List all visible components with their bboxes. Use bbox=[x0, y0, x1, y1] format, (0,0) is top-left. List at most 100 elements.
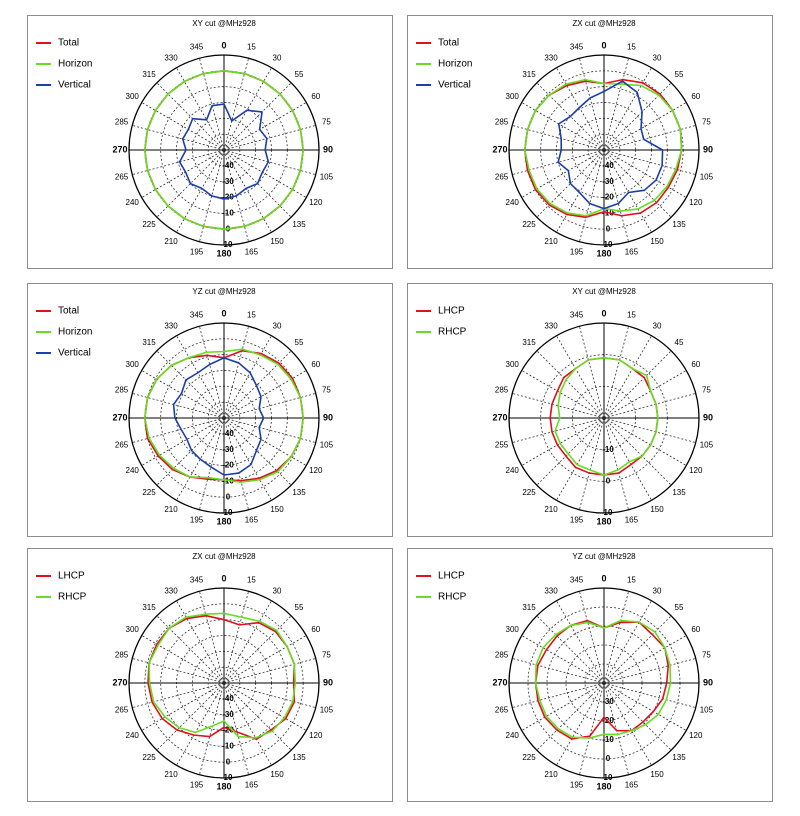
radial-tick-label: -30 bbox=[222, 710, 234, 719]
angle-tick-label: 270 bbox=[112, 412, 127, 422]
grid-spoke bbox=[603, 682, 672, 751]
grid-spoke bbox=[156, 615, 225, 684]
angle-tick-label: 285 bbox=[495, 386, 509, 395]
angle-tick-label: 300 bbox=[506, 625, 520, 634]
radial-tick-label: -20 bbox=[222, 726, 234, 735]
angle-tick-label: 0 bbox=[601, 40, 606, 50]
legend-label: LHCP bbox=[438, 306, 465, 317]
angle-tick-label: 90 bbox=[703, 144, 713, 154]
polar-chart-panel-4: XY cut @MHz928 0 15 30 45 60 75 90 105 120 135 150 1… bbox=[407, 283, 773, 537]
polar-chart-3: YZ cut @MHz928 0 15 30 55 60 75 90 105 120 135 150 1… bbox=[36, 287, 334, 526]
grid-spoke bbox=[603, 417, 652, 501]
angle-tick-label: 165 bbox=[625, 516, 639, 525]
legend-label: Horizon bbox=[58, 327, 92, 338]
polar-chart-panel-1: XY cut @MHz928 0 15 30 55 60 75 90 105 120 135 150 1… bbox=[27, 15, 393, 269]
angle-tick-label: 265 bbox=[115, 173, 129, 182]
grid-spoke bbox=[512, 658, 605, 684]
angle-tick-label: 315 bbox=[142, 70, 156, 79]
angle-tick-label: 120 bbox=[309, 731, 323, 740]
angle-tick-label: 30 bbox=[653, 53, 662, 62]
grid-spoke bbox=[603, 417, 629, 510]
angle-tick-label: 105 bbox=[700, 706, 714, 715]
polar-chart-1: XY cut @MHz928 0 15 30 55 60 75 90 105 120 135 150 1… bbox=[36, 19, 334, 258]
grid-spoke bbox=[156, 682, 225, 751]
angle-tick-label: 15 bbox=[247, 576, 256, 585]
angle-tick-label: 150 bbox=[270, 505, 284, 514]
angle-tick-label: 120 bbox=[689, 466, 703, 475]
chart-title: XY cut @MHz928 bbox=[572, 287, 636, 296]
series-line-horizon bbox=[144, 348, 304, 484]
angle-tick-label: 210 bbox=[164, 770, 178, 779]
angle-tick-label: 195 bbox=[190, 781, 204, 790]
angle-tick-label: 150 bbox=[270, 237, 284, 246]
angle-tick-label: 60 bbox=[311, 625, 320, 634]
radial-tick-label: -30 bbox=[602, 177, 614, 186]
radial-tick-label: 10 bbox=[224, 773, 233, 782]
angle-tick-label: 255 bbox=[495, 441, 509, 450]
angle-tick-label: 75 bbox=[702, 651, 711, 660]
angle-tick-label: 180 bbox=[596, 781, 611, 791]
polar-chart-panel-5: ZX cut @MHz928 0 15 30 55 60 75 90 105 120 135 150 1… bbox=[27, 548, 393, 802]
chart-title: ZX cut @MHz928 bbox=[572, 19, 636, 28]
legend: LHCP RHCP bbox=[36, 571, 87, 603]
angle-tick-label: 270 bbox=[492, 677, 507, 687]
angle-tick-label: 180 bbox=[216, 248, 231, 258]
radial-tick-label: -10 bbox=[602, 445, 614, 454]
angle-tick-label: 225 bbox=[142, 220, 156, 229]
angle-tick-label: 315 bbox=[522, 338, 536, 347]
angle-tick-label: 150 bbox=[650, 770, 664, 779]
grid-spoke bbox=[176, 335, 225, 419]
grid-spoke bbox=[603, 591, 629, 684]
radial-tick-label: -30 bbox=[222, 177, 234, 186]
angle-tick-label: 135 bbox=[672, 220, 686, 229]
radial-tick-label: -30 bbox=[222, 445, 234, 454]
angle-tick-label: 15 bbox=[627, 576, 636, 585]
legend-label: RHCP bbox=[438, 592, 467, 603]
angle-tick-label: 285 bbox=[115, 118, 129, 127]
angle-tick-label: 330 bbox=[164, 53, 178, 62]
angle-tick-label: 345 bbox=[190, 311, 204, 320]
angle-tick-label: 60 bbox=[691, 92, 700, 101]
angle-tick-label: 270 bbox=[112, 677, 127, 687]
legend-label: Total bbox=[58, 306, 79, 317]
angle-tick-label: 195 bbox=[570, 248, 584, 257]
angle-tick-label: 210 bbox=[544, 770, 558, 779]
angle-tick-label: 90 bbox=[323, 144, 333, 154]
grid-spoke bbox=[521, 417, 605, 466]
angle-tick-label: 165 bbox=[245, 248, 259, 257]
angle-tick-label: 285 bbox=[115, 651, 129, 660]
grid-spoke bbox=[556, 600, 605, 684]
angle-tick-label: 30 bbox=[653, 586, 662, 595]
grid-spoke bbox=[603, 682, 696, 708]
angle-tick-label: 165 bbox=[245, 781, 259, 790]
grid-spoke bbox=[603, 417, 672, 486]
angle-tick-label: 315 bbox=[522, 603, 536, 612]
radial-tick-label: -20 bbox=[222, 193, 234, 202]
angle-tick-label: 195 bbox=[570, 516, 584, 525]
legend-label: LHCP bbox=[58, 571, 85, 582]
angle-tick-label: 195 bbox=[570, 781, 584, 790]
grid-spoke bbox=[579, 682, 605, 775]
angle-tick-label: 55 bbox=[675, 70, 684, 79]
angle-tick-label: 135 bbox=[292, 488, 306, 497]
angle-tick-label: 90 bbox=[323, 677, 333, 687]
angle-tick-label: 285 bbox=[115, 386, 129, 395]
angle-tick-label: 165 bbox=[625, 781, 639, 790]
grid-spoke bbox=[556, 149, 605, 233]
angle-tick-label: 330 bbox=[164, 586, 178, 595]
angle-tick-label: 210 bbox=[544, 505, 558, 514]
legend-label: Total bbox=[58, 38, 79, 49]
grid-spoke bbox=[603, 615, 672, 684]
grid-spoke bbox=[536, 417, 605, 486]
legend-label: Total bbox=[438, 38, 459, 49]
legend-label: Vertical bbox=[58, 348, 91, 359]
angle-tick-label: 210 bbox=[164, 237, 178, 246]
radial-tick-label: -10 bbox=[222, 741, 234, 750]
grid-spoke bbox=[556, 682, 605, 766]
polar-chart-4: XY cut @MHz928 0 15 30 45 60 75 90 105 120 135 150 1… bbox=[416, 287, 714, 526]
angle-tick-label: 135 bbox=[672, 753, 686, 762]
angle-tick-label: 330 bbox=[544, 53, 558, 62]
angle-tick-label: 0 bbox=[601, 308, 606, 318]
angle-tick-label: 210 bbox=[164, 505, 178, 514]
angle-tick-label: 180 bbox=[596, 516, 611, 526]
